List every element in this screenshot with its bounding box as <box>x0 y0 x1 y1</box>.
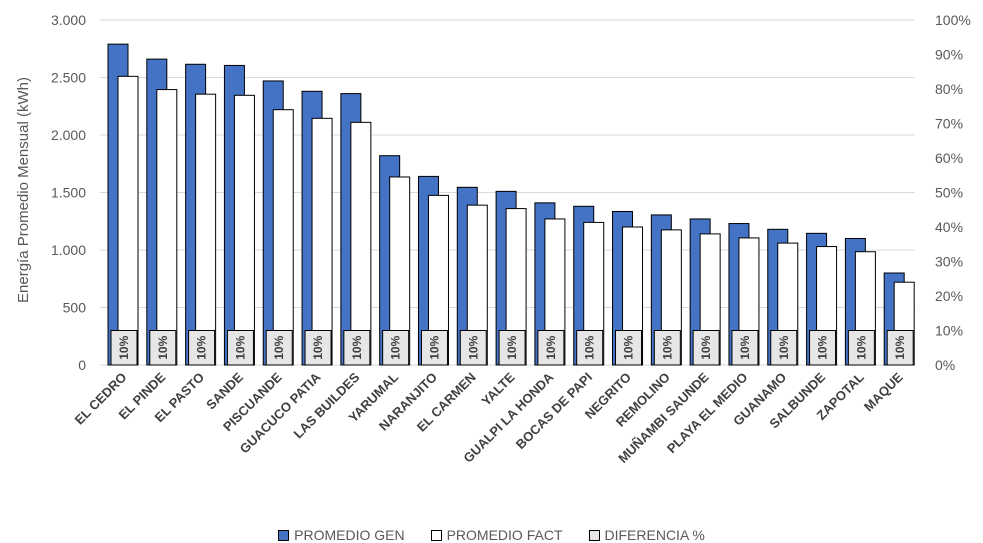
y-tick-label: 2.000 <box>51 127 86 143</box>
bar-diferencia <box>692 330 720 366</box>
y2-tick-label: 40% <box>935 219 963 235</box>
data-labels: 10% 10% 10% 10% 10% 10% 10% 10% 10% 10% 10% 10% 10% 1… <box>117 335 907 359</box>
legend-item-diff: DIFERENCIA % <box>588 527 705 543</box>
y2-tick-label: 50% <box>935 185 963 201</box>
bar-diferencia <box>576 330 604 366</box>
y-tick-label: 1.000 <box>51 242 86 258</box>
bar-promedio-fact <box>156 89 178 366</box>
data-label-diferencia: 10% <box>311 335 325 359</box>
bar-promedio-fact <box>272 109 294 366</box>
legend-item-fact: PROMEDIO FACT <box>430 527 563 543</box>
bar-diferencia <box>847 330 875 366</box>
y-tick-label: 500 <box>63 300 87 316</box>
data-label-diferencia: 10% <box>583 335 597 359</box>
data-label-diferencia: 10% <box>117 335 131 359</box>
y-tick-label: 3.000 <box>51 12 86 28</box>
y2-tick-label: 100% <box>935 12 971 28</box>
y2-tick-label: 30% <box>935 254 963 270</box>
data-label-diferencia: 10% <box>738 335 752 359</box>
legend-swatch-fact <box>430 529 442 541</box>
bar-diferencia <box>498 330 526 366</box>
bar-promedio-fact <box>350 121 372 366</box>
bar-diferencia <box>226 330 254 366</box>
y2-tick-label: 60% <box>935 150 963 166</box>
data-label-diferencia: 10% <box>156 335 170 359</box>
bar-chart: 10% 10% 10% 10% 10% 10% 10% 10% 10% 10% 10% 10% 10% 1… <box>15 12 971 466</box>
data-label-diferencia: 10% <box>272 335 286 359</box>
x-category-label: MAQUE <box>861 369 906 414</box>
bar-diferencia <box>188 330 216 366</box>
bar-diferencia <box>615 330 643 366</box>
y-tick-label: 2.500 <box>51 70 86 86</box>
y2-tick-label: 10% <box>935 323 963 339</box>
y-axis-right: 0% 10% 20% 30% 40% 50% 60% 70% 80% 90% 100% <box>935 12 971 373</box>
bar-promedio-fact <box>195 93 217 366</box>
data-label-diferencia: 10% <box>233 335 247 359</box>
bar-promedio-fact <box>233 94 255 366</box>
data-label-diferencia: 10% <box>350 335 364 359</box>
bar-diferencia <box>149 330 177 366</box>
bar-promedio-fact <box>117 75 139 366</box>
bar-diferencia <box>537 330 565 366</box>
bar-diferencia <box>343 330 371 366</box>
legend-label-fact: PROMEDIO FACT <box>446 527 563 543</box>
bar-diferencia <box>265 330 293 366</box>
bar-diferencia <box>770 330 798 366</box>
data-label-diferencia: 10% <box>699 335 713 359</box>
data-label-diferencia: 10% <box>854 335 868 359</box>
legend: PROMEDIO GEN PROMEDIO FACT DIFERENCIA % <box>0 527 983 543</box>
y2-tick-label: 70% <box>935 116 963 132</box>
bar-diferencia <box>304 330 332 366</box>
bar-diferencia <box>886 330 914 366</box>
bar-diferencia <box>653 330 681 366</box>
bar-diferencia <box>731 330 759 366</box>
data-label-diferencia: 10% <box>816 335 830 359</box>
y-axis-left: 0 500 1.000 1.500 2.000 2.500 3.000 <box>51 12 86 373</box>
bars <box>107 43 915 366</box>
data-label-diferencia: 10% <box>466 335 480 359</box>
data-label-diferencia: 10% <box>195 335 209 359</box>
bar-diferencia <box>110 330 138 366</box>
data-label-diferencia: 10% <box>427 335 441 359</box>
y2-tick-label: 0% <box>935 357 955 373</box>
y-axis-title: Energía Promedio Mensual (kWh) <box>15 77 32 303</box>
legend-label-gen: PROMEDIO GEN <box>294 527 405 543</box>
data-label-diferencia: 10% <box>777 335 791 359</box>
bar-diferencia <box>459 330 487 366</box>
y2-tick-label: 90% <box>935 47 963 63</box>
legend-swatch-gen <box>278 529 290 541</box>
legend-swatch-diff <box>588 529 600 541</box>
bar-diferencia <box>809 330 837 366</box>
data-label-diferencia: 10% <box>544 335 558 359</box>
legend-item-gen: PROMEDIO GEN <box>278 527 405 543</box>
bar-diferencia <box>420 330 448 366</box>
bar-diferencia <box>382 330 410 366</box>
y2-tick-label: 80% <box>935 81 963 97</box>
data-label-diferencia: 10% <box>660 335 674 359</box>
legend-label-diff: DIFERENCIA % <box>604 527 705 543</box>
y2-tick-label: 20% <box>935 288 963 304</box>
y-tick-label: 0 <box>78 357 86 373</box>
y-tick-label: 1.500 <box>51 185 86 201</box>
data-label-diferencia: 10% <box>505 335 519 359</box>
x-category-label: EL CEDRO <box>72 370 130 428</box>
bar-promedio-fact <box>311 117 333 366</box>
data-label-diferencia: 10% <box>389 335 403 359</box>
data-label-diferencia: 10% <box>893 335 907 359</box>
data-label-diferencia: 10% <box>622 335 636 359</box>
